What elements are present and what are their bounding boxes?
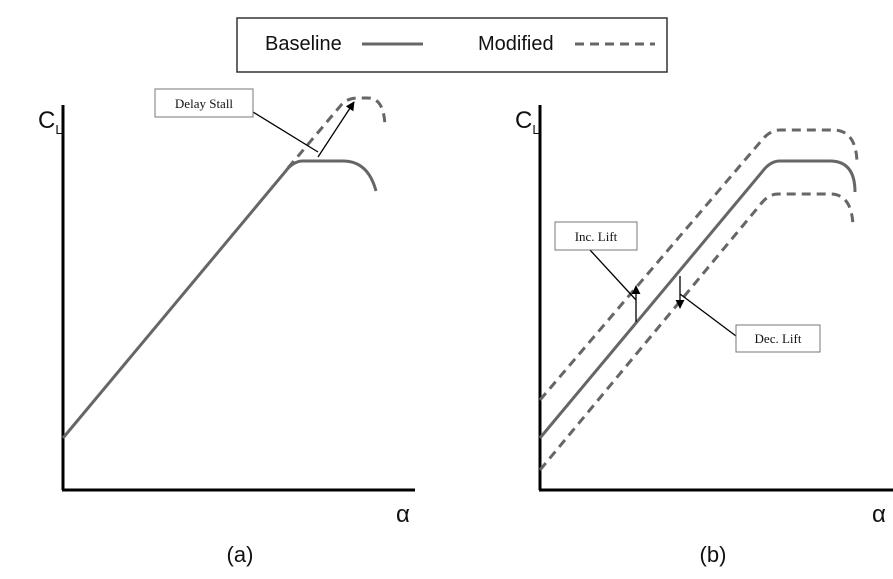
annotation: Inc. Lift xyxy=(575,229,618,244)
caption: (b) xyxy=(700,542,727,567)
panel-b: CL α (b) Inc. Lift Dec. Lift xyxy=(515,105,893,567)
annotation: Delay Stall xyxy=(175,96,234,111)
modified-lower xyxy=(538,192,855,471)
annotation: Dec. Lift xyxy=(755,331,802,346)
leader xyxy=(252,111,319,153)
annotation-box xyxy=(735,324,821,353)
leader xyxy=(589,249,637,301)
baseline-curve xyxy=(61,159,378,439)
caption: (a) xyxy=(227,542,254,567)
x-label: α xyxy=(872,501,886,528)
x-label: α xyxy=(396,501,410,528)
legend-baseline: Baseline xyxy=(265,33,342,55)
modified-upper xyxy=(538,128,859,401)
annotation-box xyxy=(154,88,254,118)
leader xyxy=(679,293,737,337)
annotation-box xyxy=(554,221,638,251)
modified-curve xyxy=(286,96,387,169)
panel-a: CL α (a) Delay Stall xyxy=(38,88,415,567)
arrow xyxy=(317,101,355,158)
baseline-curve xyxy=(538,159,857,439)
legend-modified: Modified xyxy=(478,33,554,55)
y-label: CL xyxy=(38,107,63,137)
y-label: CL xyxy=(515,107,540,137)
